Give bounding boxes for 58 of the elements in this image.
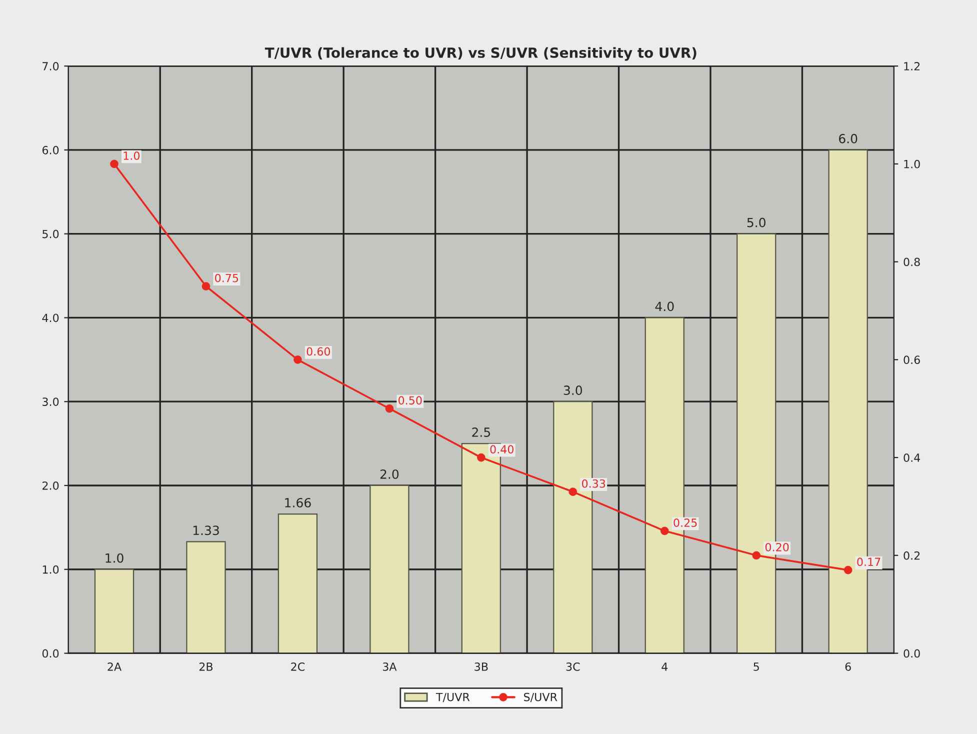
bar — [186, 541, 226, 654]
y-tick-label: 7.0 — [42, 62, 59, 70]
y2-tick-label: 0.0 — [904, 649, 920, 658]
y2-tick-label: 1.2 — [904, 62, 920, 70]
point — [477, 453, 486, 462]
data-label: 0.50 — [398, 396, 422, 405]
legend-label: T/UVR — [436, 692, 470, 702]
point — [568, 488, 578, 496]
data-label: 3.0 — [564, 386, 582, 396]
y2-tick-label: 0.2 — [904, 551, 920, 560]
data-label: 6.0 — [839, 134, 858, 144]
x-tick-label: 4 — [662, 662, 668, 671]
data-label: 0.20 — [765, 542, 789, 552]
x-tick-label: 6 — [845, 662, 851, 671]
y-tick-label: 4.0 — [42, 314, 59, 322]
data-label: 2.0 — [380, 469, 399, 479]
x-tick-label: 2B — [199, 662, 213, 671]
x-tick-label: 2C — [291, 662, 305, 671]
point — [660, 526, 669, 536]
data-label: 0.40 — [490, 445, 514, 454]
data-label: 0.17 — [857, 558, 880, 566]
data-label: 4.0 — [655, 302, 674, 312]
x-tick-label: 2A — [108, 662, 122, 671]
y2-tick-label: 0.8 — [904, 258, 920, 266]
point — [385, 404, 394, 413]
point — [844, 566, 852, 574]
y2-tick-label: 0.6 — [904, 356, 920, 364]
y-tick-label: 2.0 — [42, 481, 59, 490]
x-tick-label: 3A — [382, 662, 397, 671]
y2-tick-label: 0.4 — [904, 454, 920, 462]
x-tick-label: 3C — [566, 662, 580, 671]
y-tick-label: 1.0 — [42, 565, 59, 574]
point — [752, 551, 761, 560]
y2-tick-label: 1.0 — [904, 160, 920, 168]
data-label: 5.0 — [747, 218, 766, 228]
data-label: 0.25 — [674, 518, 697, 527]
point — [202, 282, 210, 290]
y-tick-label: 0.0 — [42, 649, 59, 658]
x-tick-label: 3B — [474, 662, 488, 671]
bar — [94, 568, 134, 654]
data-label: 2.5 — [472, 428, 490, 437]
legend-label: S/UVR — [524, 692, 558, 702]
data-label: 0.33 — [582, 479, 606, 488]
point — [110, 160, 118, 168]
y-tick-label: 6.0 — [42, 146, 59, 154]
y-tick-label: 5.0 — [42, 230, 59, 238]
point — [294, 355, 302, 364]
chart-title: T/UVR (Tolerance to UVR) vs S/UVR (Sensitivity to UVR) — [264, 47, 696, 61]
data-label: 1.0 — [106, 553, 124, 563]
data-label: 1.0 — [124, 152, 140, 160]
data-label: 0.60 — [306, 347, 330, 356]
y-tick-label: 3.0 — [42, 398, 59, 406]
data-label: 0.75 — [215, 274, 238, 282]
bar — [370, 484, 410, 654]
data-label: 1.66 — [285, 498, 311, 508]
data-label: 1.33 — [193, 526, 219, 536]
bar — [278, 513, 318, 654]
x-tick-label: 5 — [754, 662, 759, 671]
